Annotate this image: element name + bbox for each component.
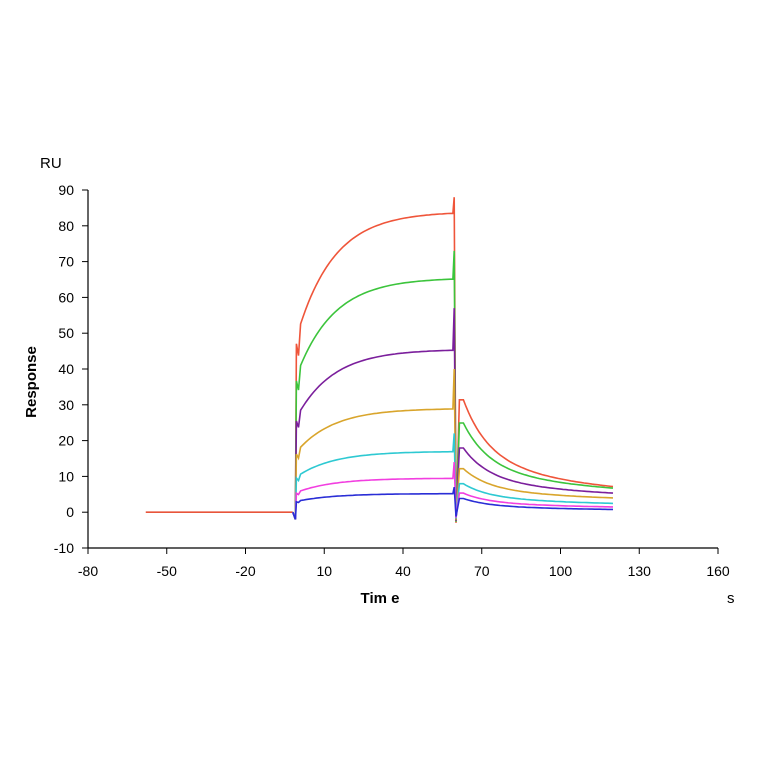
- series-line-7: [292, 486, 613, 520]
- x-tick-label: 160: [706, 563, 730, 579]
- y-tick-label: 50: [58, 325, 74, 341]
- series-line-4: [292, 368, 614, 520]
- y-tick-label: 30: [58, 397, 74, 413]
- x-tick-label: -20: [235, 563, 255, 579]
- y-axis-title: Response: [23, 346, 40, 418]
- y-tick-label: 10: [58, 468, 74, 484]
- y-tick-label: 80: [58, 218, 74, 234]
- x-tick-label: 100: [549, 563, 573, 579]
- x-tick-label: -50: [157, 563, 177, 579]
- y-tick-label: 20: [58, 433, 74, 449]
- x-tick-label: -80: [78, 563, 98, 579]
- x-tick-label: 10: [316, 563, 332, 579]
- curves: [145, 197, 614, 523]
- series-line-5: [292, 433, 614, 520]
- series-line-6: [292, 462, 613, 520]
- y-tick-label: 40: [58, 361, 74, 377]
- x-unit-label: s: [727, 590, 735, 607]
- series-line-1: [292, 197, 614, 523]
- y-unit-label: RU: [40, 155, 62, 172]
- y-tick-label: 0: [66, 504, 74, 520]
- x-tick-label: 130: [628, 563, 652, 579]
- x-tick-label: 40: [395, 563, 411, 579]
- y-tick-label: 60: [58, 289, 74, 305]
- y-tick-label: 70: [58, 254, 74, 270]
- x-axis-title: Tim e: [361, 590, 400, 607]
- x-tick-label: 70: [474, 563, 490, 579]
- series-line-3: [292, 308, 614, 521]
- y-tick-label: 90: [58, 182, 74, 198]
- ticks: -10 0 10 20 30 40 50 60 70 80 90 -80 -50 -20 10 40 70 100…: [54, 182, 730, 579]
- series-line-2: [292, 250, 614, 522]
- y-tick-label: -10: [54, 540, 74, 556]
